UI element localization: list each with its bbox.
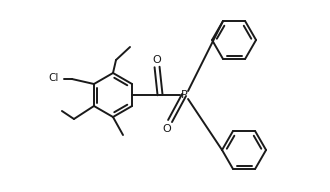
Text: O: O	[153, 55, 161, 65]
Text: O: O	[163, 124, 171, 134]
Text: Cl: Cl	[49, 73, 59, 83]
Text: P: P	[181, 90, 187, 100]
